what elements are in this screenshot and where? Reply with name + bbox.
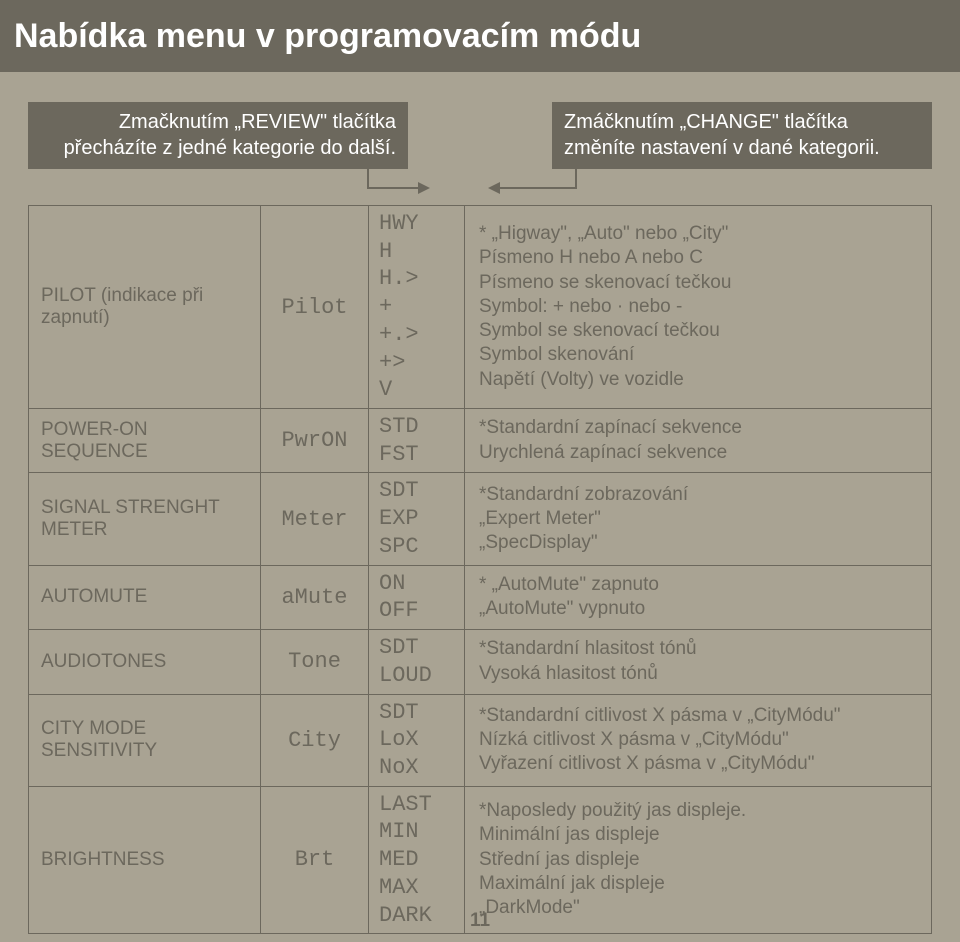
option-value: SPC [379, 533, 454, 561]
option-value: EXP [379, 505, 454, 533]
option-value: SDT [379, 634, 454, 662]
option-value: +.> [379, 321, 454, 349]
content-area: Zmačknutím „REVIEW" tlačítka přecházíte … [0, 72, 960, 942]
option-value: NoX [379, 754, 454, 782]
option-description: „Expert Meter" [479, 507, 923, 531]
option-value: SDT [379, 477, 454, 505]
setting-options: ONOFF [369, 566, 465, 629]
table-row: AUDIOTONESToneSDTLOUD*Standardní hlasito… [28, 629, 932, 694]
change-callout-text: Zmáčknutím „CHANGE" tlačítka změníte nas… [564, 110, 920, 161]
option-value: H.> [379, 265, 454, 293]
option-value: HWY [379, 210, 454, 238]
option-description: Písmeno se skenovací tečkou [479, 271, 923, 295]
setting-options: SDTLoXNoX [369, 695, 465, 786]
setting-descriptions: *Standardní hlasitost tónůVysoká hlasito… [465, 630, 931, 693]
option-value: LAST [379, 791, 454, 819]
setting-label: CITY MODE SENSITIVITY [29, 695, 261, 786]
setting-label: AUDIOTONES [29, 630, 261, 693]
page-title: Nabídka menu v programovacím módu [14, 17, 641, 56]
setting-code: Pilot [261, 206, 369, 408]
option-value: FST [379, 441, 454, 469]
option-value: V [379, 376, 454, 404]
setting-code: Tone [261, 630, 369, 693]
setting-label: POWER-ON SEQUENCE [29, 409, 261, 472]
setting-options: HWYHH.>++.>+>V [369, 206, 465, 408]
setting-code: City [261, 695, 369, 786]
setting-label: PILOT (indikace při zapnutí) [29, 206, 261, 408]
option-description: * „AutoMute" zapnuto [479, 573, 923, 597]
option-description: *Standardní citlivost X pásma v „CityMód… [479, 704, 923, 728]
setting-code: aMute [261, 566, 369, 629]
setting-code: Meter [261, 473, 369, 564]
table-row: AUTOMUTEaMuteONOFF* „AutoMute" zapnuto„A… [28, 565, 932, 630]
option-description: * „Higway", „Auto" nebo „City" [479, 222, 923, 246]
change-callout: Zmáčknutím „CHANGE" tlačítka změníte nas… [552, 102, 932, 169]
setting-options: STDFST [369, 409, 465, 472]
option-value: LoX [379, 726, 454, 754]
setting-descriptions: *Standardní zapínací sekvenceUrychlená z… [465, 409, 931, 472]
option-description: Symbol: + nebo · nebo - [479, 295, 923, 319]
callout-boxes: Zmačknutím „REVIEW" tlačítka přecházíte … [28, 102, 932, 192]
setting-descriptions: * „AutoMute" zapnuto„AutoMute" vypnuto [465, 566, 931, 629]
option-description: *Standardní zapínací sekvence [479, 416, 923, 440]
option-description: Symbol skenování [479, 343, 923, 367]
option-value: +> [379, 349, 454, 377]
option-value: + [379, 293, 454, 321]
option-description: Písmeno H nebo A nebo C [479, 246, 923, 270]
setting-descriptions: *Standardní citlivost X pásma v „CityMód… [465, 695, 931, 786]
option-description: *Standardní zobrazování [479, 483, 923, 507]
option-description: Vysoká hlasitost tónů [479, 662, 923, 686]
setting-label: SIGNAL STRENGHT METER [29, 473, 261, 564]
setting-descriptions: *Standardní zobrazování„Expert Meter"„Sp… [465, 473, 931, 564]
option-value: OFF [379, 597, 454, 625]
option-value: STD [379, 413, 454, 441]
option-description: Vyřazení citlivost X pásma v „CityMódu" [479, 752, 923, 776]
setting-options: SDTEXPSPC [369, 473, 465, 564]
option-description: Napětí (Volty) ve vozidle [479, 368, 923, 392]
option-description: *Naposledy použitý jas displeje. [479, 799, 923, 823]
option-description: Maximální jak displeje [479, 872, 923, 896]
option-description: „AutoMute" vypnuto [479, 597, 923, 621]
setting-options: SDTLOUD [369, 630, 465, 693]
page-number: 11 [0, 910, 960, 932]
option-value: H [379, 238, 454, 266]
setting-code: PwrON [261, 409, 369, 472]
option-value: MIN [379, 818, 454, 846]
table-row: PILOT (indikace při zapnutí)PilotHWYHH.>… [28, 205, 932, 409]
review-callout: Zmačknutím „REVIEW" tlačítka přecházíte … [28, 102, 408, 169]
option-description: Minimální jas displeje [479, 823, 923, 847]
table-row: SIGNAL STRENGHT METERMeterSDTEXPSPC*Stan… [28, 472, 932, 565]
option-description: *Standardní hlasitost tónů [479, 637, 923, 661]
review-callout-text: Zmačknutím „REVIEW" tlačítka přecházíte … [40, 110, 396, 161]
setting-descriptions: * „Higway", „Auto" nebo „City"Písmeno H … [465, 206, 931, 408]
option-description: Nízká citlivost X pásma v „CityMódu" [479, 728, 923, 752]
option-value: MED [379, 846, 454, 874]
page-title-bar: Nabídka menu v programovacím módu [0, 0, 960, 72]
option-value: ON [379, 570, 454, 598]
option-description: „SpecDisplay" [479, 531, 923, 555]
option-description: Symbol se skenovací tečkou [479, 319, 923, 343]
option-description: Střední jas displeje [479, 848, 923, 872]
settings-table: PILOT (indikace při zapnutí)PilotHWYHH.>… [28, 205, 932, 934]
setting-label: AUTOMUTE [29, 566, 261, 629]
option-description: Urychlená zapínací sekvence [479, 441, 923, 465]
table-row: CITY MODE SENSITIVITYCitySDTLoXNoX*Stand… [28, 694, 932, 787]
table-row: POWER-ON SEQUENCEPwrONSTDFST*Standardní … [28, 408, 932, 473]
option-value: MAX [379, 874, 454, 902]
option-value: SDT [379, 699, 454, 727]
option-value: LOUD [379, 662, 454, 690]
